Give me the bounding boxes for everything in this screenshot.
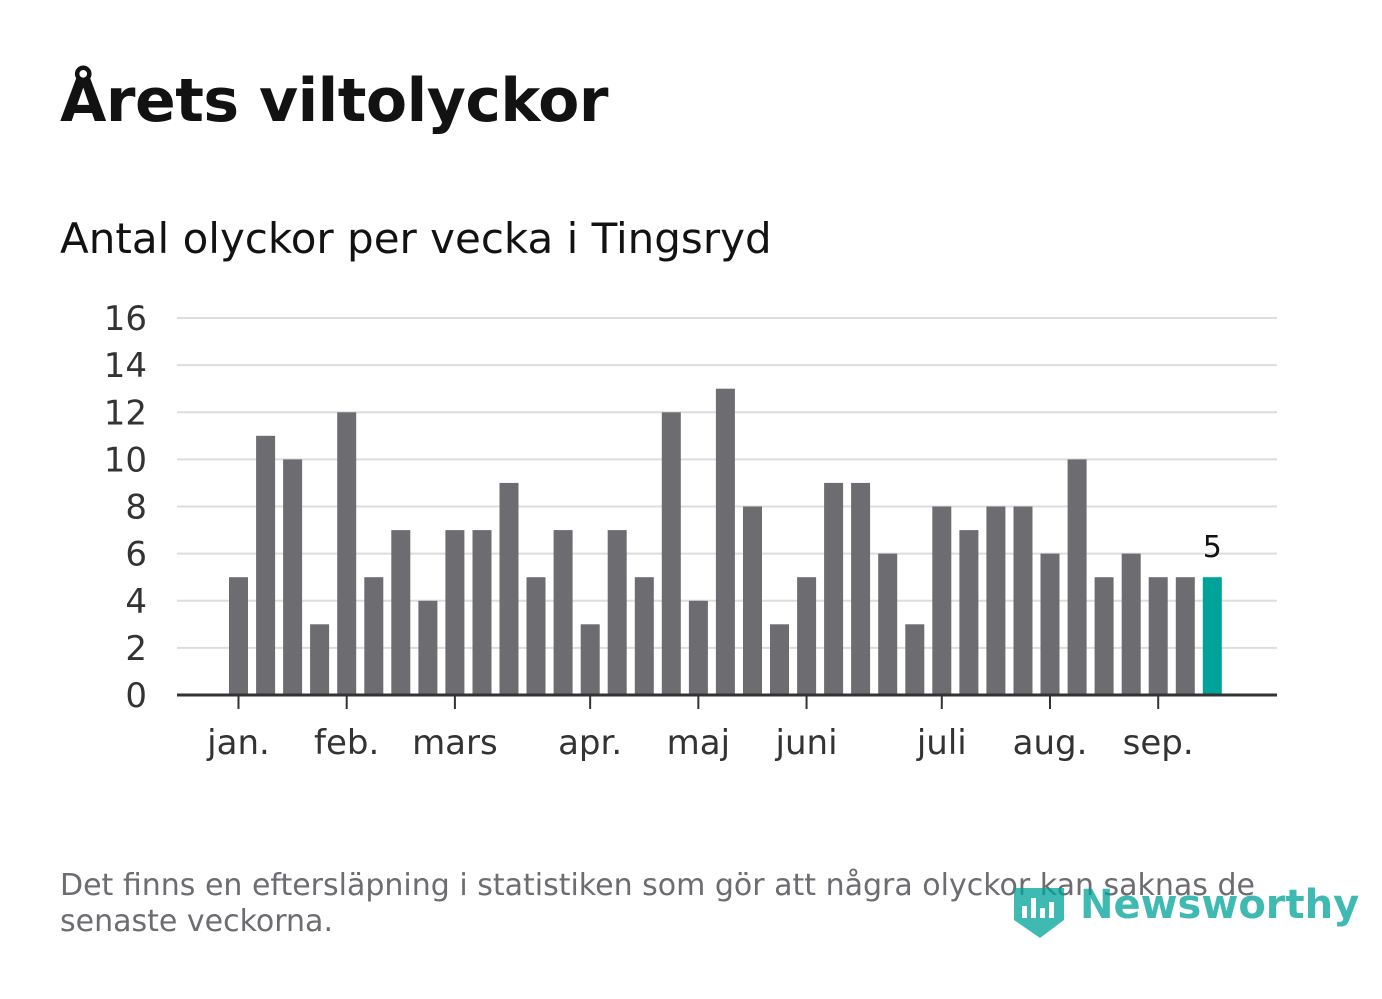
bar bbox=[445, 530, 465, 695]
bar bbox=[1175, 577, 1195, 695]
x-tick-label: sep. bbox=[1123, 723, 1194, 763]
x-tick-label: jan. bbox=[206, 723, 270, 763]
y-tick-label: 12 bbox=[104, 393, 147, 433]
x-tick-label: aug. bbox=[1013, 723, 1088, 763]
bar bbox=[1121, 553, 1141, 695]
y-tick-label: 2 bbox=[125, 629, 147, 669]
y-tick-label: 10 bbox=[104, 440, 147, 480]
bar bbox=[743, 506, 762, 695]
x-tick-label: juni bbox=[775, 723, 838, 763]
chart-subtitle: Antal olyckor per vecka i Tingsryd bbox=[60, 214, 772, 263]
x-tick-label: maj bbox=[667, 723, 730, 763]
newsworthy-logo-icon bbox=[1014, 888, 1064, 938]
bar bbox=[959, 530, 979, 695]
bar bbox=[1094, 577, 1114, 695]
y-tick-label: 4 bbox=[125, 582, 147, 622]
y-tick-label: 0 bbox=[125, 676, 147, 716]
x-tick-label: feb. bbox=[314, 723, 379, 763]
bar bbox=[688, 600, 708, 696]
bar bbox=[472, 530, 492, 695]
bar bbox=[661, 412, 681, 696]
bar bbox=[878, 553, 898, 695]
bar bbox=[364, 577, 384, 695]
newsworthy-logo-text: Newsworthy bbox=[1080, 882, 1360, 928]
bar bbox=[634, 577, 654, 695]
bar bbox=[310, 624, 330, 695]
bar bbox=[553, 530, 573, 695]
bar bbox=[715, 388, 735, 695]
x-tick-label: mars bbox=[412, 723, 498, 763]
bar-latest bbox=[1202, 577, 1222, 695]
newsworthy-logo: Newsworthy bbox=[1010, 880, 1359, 942]
bar bbox=[1148, 577, 1168, 695]
bar bbox=[607, 530, 627, 695]
bar bbox=[797, 577, 817, 695]
bar bbox=[337, 412, 357, 696]
y-tick-label: 8 bbox=[125, 488, 147, 528]
bar bbox=[1040, 553, 1060, 695]
bar bbox=[932, 506, 952, 695]
bar bbox=[499, 482, 519, 695]
bar bbox=[824, 482, 844, 695]
bar bbox=[770, 624, 789, 695]
latest-value-label: 5 bbox=[1203, 530, 1222, 565]
bar bbox=[905, 624, 925, 695]
x-tick-label: apr. bbox=[558, 723, 622, 763]
bar bbox=[229, 577, 248, 695]
y-tick-label: 6 bbox=[125, 535, 147, 575]
bar bbox=[851, 482, 871, 695]
bar bbox=[1013, 506, 1033, 695]
bar bbox=[256, 435, 276, 695]
bar bbox=[418, 600, 438, 696]
bar bbox=[526, 577, 546, 695]
bar bbox=[580, 624, 600, 695]
y-tick-label: 14 bbox=[104, 346, 147, 386]
bar bbox=[1067, 459, 1087, 695]
bar-chart: 0 2 4 6 8 10 12 14 16 5 jan. feb. mars apr. maj juni jul… bbox=[104, 299, 1277, 763]
x-tick-label: juli bbox=[916, 723, 967, 763]
chart-title: Årets viltolyckor bbox=[60, 66, 609, 136]
y-tick-label: 16 bbox=[104, 299, 147, 339]
bar bbox=[986, 506, 1006, 695]
bar bbox=[391, 530, 411, 695]
bar bbox=[283, 459, 303, 695]
